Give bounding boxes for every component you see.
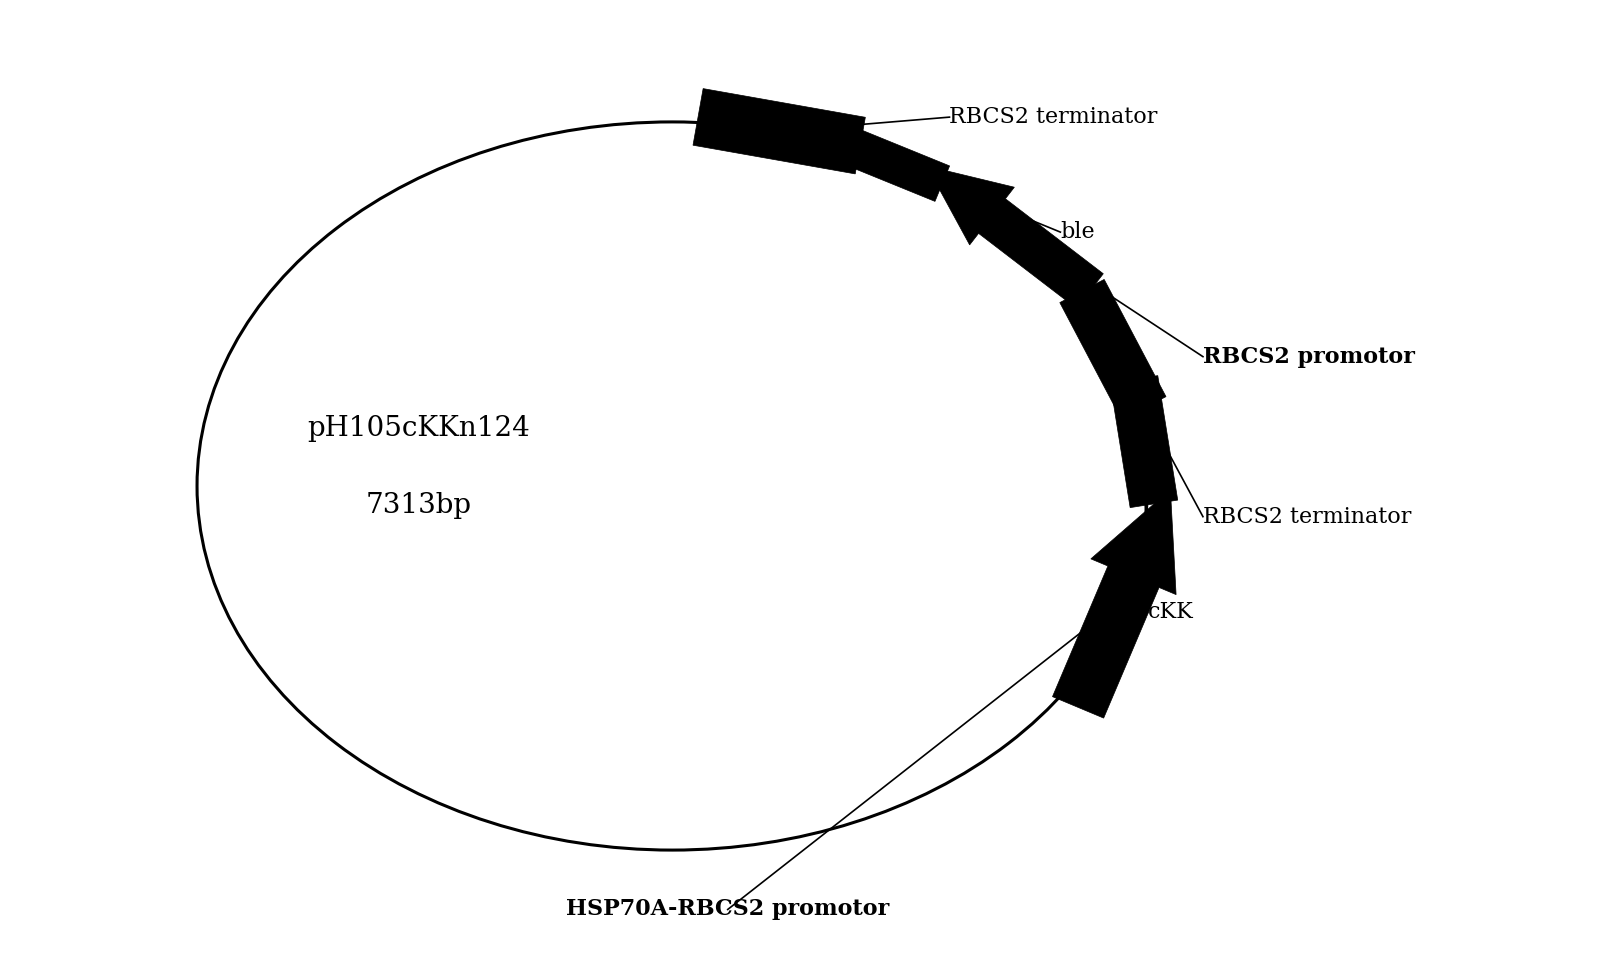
Text: HSP70A-RBCS2 promotor: HSP70A-RBCS2 promotor bbox=[566, 898, 890, 920]
Text: RBCS2 promotor: RBCS2 promotor bbox=[1203, 346, 1414, 367]
Text: RBCS2 terminator: RBCS2 terminator bbox=[1203, 505, 1411, 528]
Polygon shape bbox=[694, 88, 866, 174]
Polygon shape bbox=[1053, 490, 1176, 718]
Polygon shape bbox=[841, 127, 949, 201]
Text: 7313bp: 7313bp bbox=[366, 492, 471, 519]
Text: RBCS2 terminator: RBCS2 terminator bbox=[949, 106, 1159, 128]
Polygon shape bbox=[927, 166, 1103, 308]
Polygon shape bbox=[1059, 280, 1167, 420]
Text: ble: ble bbox=[1061, 221, 1095, 243]
Polygon shape bbox=[1111, 375, 1178, 507]
Text: pH105cKKn124: pH105cKKn124 bbox=[307, 415, 531, 442]
Text: cKK: cKK bbox=[1147, 602, 1194, 623]
